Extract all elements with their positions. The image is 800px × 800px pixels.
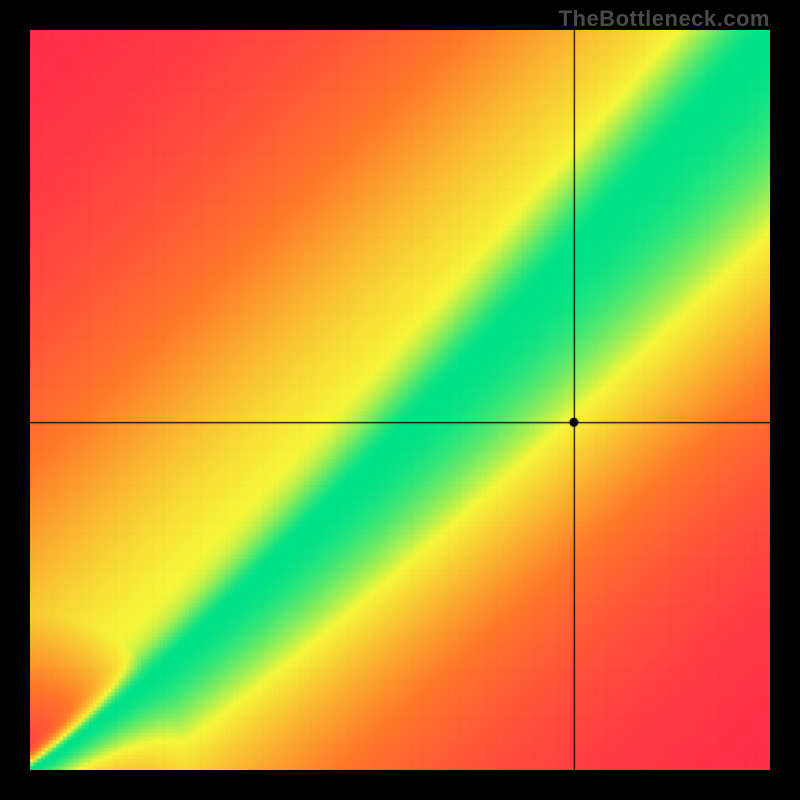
watermark-text: TheBottleneck.com [559,6,770,32]
chart-container: TheBottleneck.com [0,0,800,800]
heatmap-canvas [30,30,770,770]
